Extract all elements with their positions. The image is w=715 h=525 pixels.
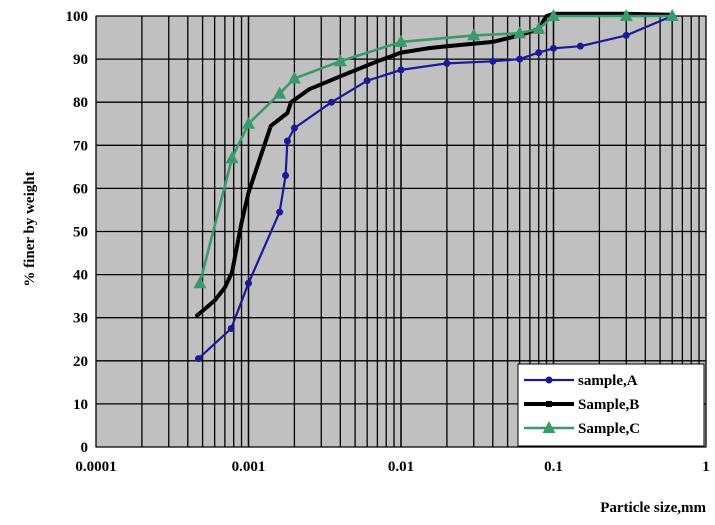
- data-point: [242, 116, 255, 129]
- y-tick-label: 0: [81, 440, 89, 456]
- legend-entry: Sample,B: [524, 397, 639, 413]
- data-point: [327, 98, 335, 106]
- data-point: [394, 34, 408, 47]
- y-tick-label: 70: [73, 138, 88, 154]
- legend: sample,A Sample,B Sample,C: [517, 363, 705, 447]
- y-axis-ticks: 0 10 20 30 40 50 60 70 80 90 100: [66, 9, 89, 456]
- series-line: [195, 11, 675, 318]
- data-point: [282, 171, 290, 179]
- data-point: [516, 55, 524, 63]
- horizontal-gridlines: [96, 15, 706, 448]
- series-3: [193, 9, 679, 289]
- data-point: [513, 26, 527, 39]
- data-point: [290, 124, 298, 132]
- data-point: [273, 86, 287, 99]
- data-point: [489, 57, 497, 65]
- data-point: [397, 66, 405, 74]
- legend-label: Sample,C: [578, 421, 640, 437]
- y-tick-label: 30: [73, 311, 88, 327]
- series-layer: [193, 9, 679, 363]
- y-axis-label: % finer by weight: [22, 171, 38, 286]
- data-point: [547, 9, 560, 21]
- x-axis-label: Particle size,mm: [600, 500, 706, 516]
- data-point: [532, 21, 546, 34]
- data-point: [333, 54, 347, 67]
- data-point: [550, 44, 557, 52]
- y-tick-label: 80: [73, 95, 88, 111]
- data-point: [619, 9, 633, 21]
- data-point: [225, 151, 239, 164]
- legend-entry: Sample,C: [524, 421, 640, 437]
- x-tick-label: 0.01: [388, 459, 414, 475]
- x-tick-label: 0.0001: [75, 459, 116, 475]
- y-tick-label: 100: [66, 9, 89, 25]
- series-1: [194, 12, 676, 363]
- series-line: [197, 14, 674, 360]
- data-point: [193, 276, 207, 289]
- y-tick-label: 60: [73, 181, 88, 197]
- data-point: [287, 71, 301, 84]
- legend-swatch-marker: [546, 401, 552, 407]
- legend-label: Sample,B: [578, 397, 639, 413]
- data-point: [245, 279, 252, 287]
- series-2: [195, 11, 675, 318]
- x-axis-ticks: 0.0001 0.001 0.01 0.1 1: [75, 459, 709, 475]
- data-point: [363, 77, 371, 85]
- legend-swatch-marker: [542, 421, 556, 433]
- data-point: [276, 208, 284, 216]
- x-tick-label: 0.001: [232, 459, 266, 475]
- y-tick-label: 90: [73, 52, 88, 68]
- legend-label: sample,A: [578, 373, 638, 389]
- legend-swatch-marker: [545, 376, 553, 384]
- data-point: [227, 324, 235, 332]
- data-point: [535, 49, 543, 57]
- legend-entry: sample,A: [524, 373, 638, 389]
- y-tick-label: 20: [73, 354, 88, 370]
- data-point: [576, 42, 584, 50]
- data-point: [194, 355, 202, 363]
- y-tick-label: 40: [73, 268, 88, 284]
- x-tick-label: 1: [702, 459, 710, 475]
- x-tick-label: 0.1: [544, 459, 563, 475]
- data-point: [665, 9, 679, 21]
- data-point: [467, 28, 481, 41]
- data-point: [622, 31, 630, 39]
- y-tick-label: 50: [73, 225, 88, 241]
- data-point: [283, 137, 291, 145]
- y-tick-label: 10: [73, 397, 88, 413]
- data-point: [443, 59, 451, 67]
